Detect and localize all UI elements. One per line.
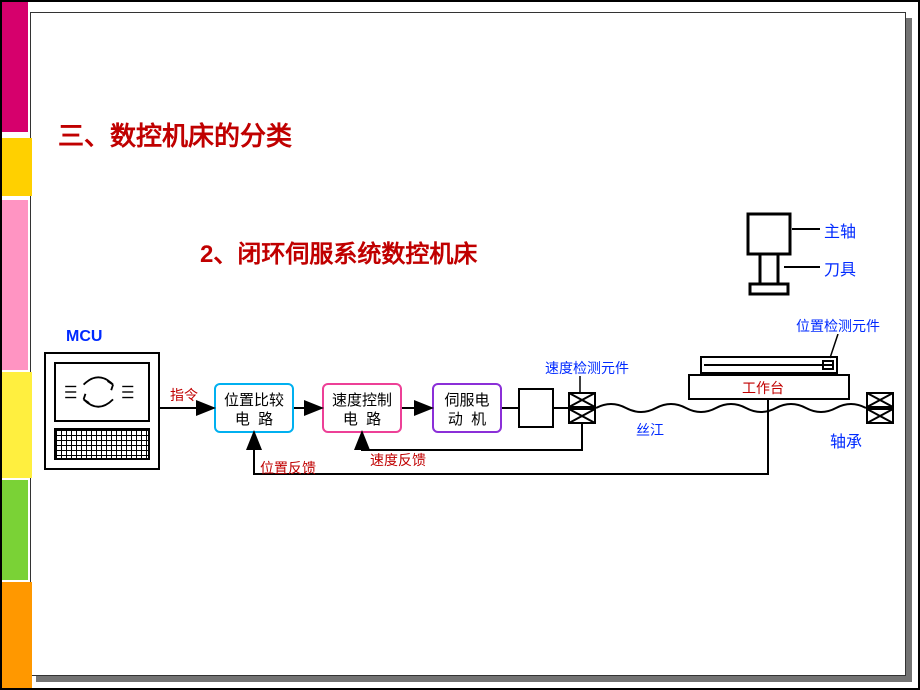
diagram-canvas: 三、数控机床的分类 2、闭环伺服系统数控机床 MCU 指令 位置比较 电 路 速… (0, 0, 920, 690)
arrows (0, 0, 920, 690)
pos-feedback-label: 位置反馈 (260, 458, 316, 478)
speed-feedback-label: 速度反馈 (370, 450, 426, 470)
